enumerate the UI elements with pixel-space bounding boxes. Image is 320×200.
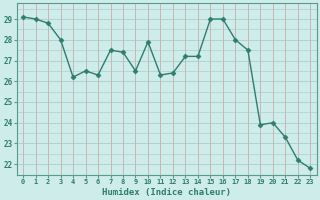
X-axis label: Humidex (Indice chaleur): Humidex (Indice chaleur) bbox=[102, 188, 231, 197]
